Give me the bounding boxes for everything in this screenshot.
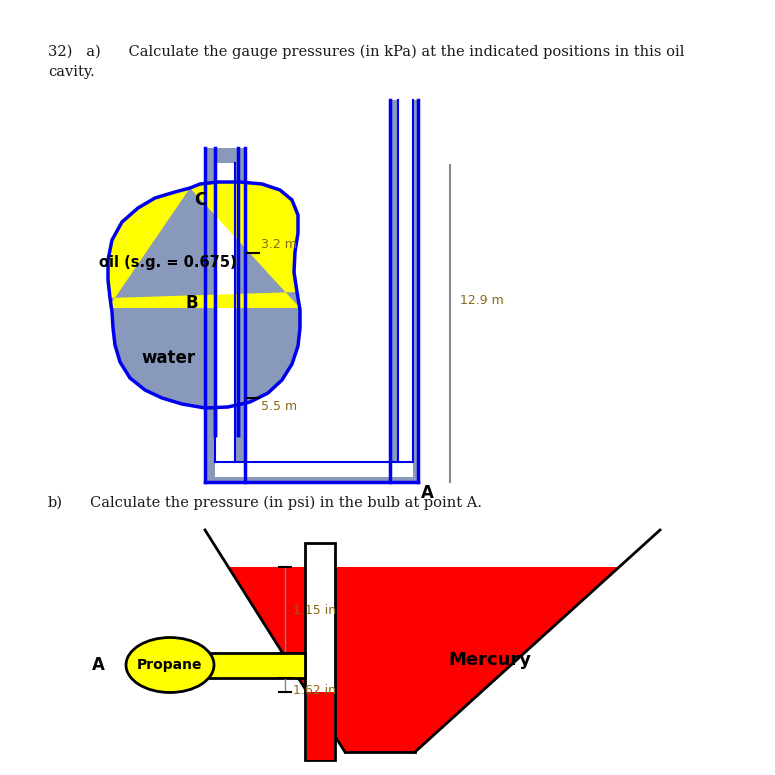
Text: Calculate the pressure (in psi) in the bulb at point A.: Calculate the pressure (in psi) in the b… bbox=[90, 496, 482, 511]
Bar bbox=[307, 692, 334, 760]
Bar bbox=[398, 100, 413, 462]
Bar bbox=[215, 462, 413, 477]
Text: C: C bbox=[194, 191, 206, 209]
Text: cavity.: cavity. bbox=[48, 65, 95, 79]
Text: b): b) bbox=[48, 496, 63, 510]
Text: A: A bbox=[92, 656, 105, 674]
Text: 12.9 m: 12.9 m bbox=[460, 294, 504, 306]
Text: 1.15 in: 1.15 in bbox=[293, 604, 336, 616]
Bar bbox=[205, 462, 418, 482]
Bar bbox=[215, 407, 238, 435]
Polygon shape bbox=[229, 567, 619, 752]
Bar bbox=[210, 653, 305, 678]
Text: oil (s.g. = 0.675): oil (s.g. = 0.675) bbox=[99, 254, 237, 270]
Polygon shape bbox=[108, 182, 300, 308]
Text: 5.5 m: 5.5 m bbox=[261, 400, 297, 413]
Text: 32)   a)      Calculate the gauge pressures (in kPa) at the indicated positions : 32) a) Calculate the gauge pressures (in… bbox=[48, 45, 684, 60]
Bar bbox=[390, 100, 418, 462]
Text: 3.2 m: 3.2 m bbox=[261, 238, 297, 251]
Text: A: A bbox=[421, 484, 434, 502]
Text: Mercury: Mercury bbox=[449, 651, 532, 669]
Bar bbox=[215, 435, 238, 470]
Text: B: B bbox=[186, 294, 198, 312]
Text: Propane: Propane bbox=[137, 658, 203, 672]
Ellipse shape bbox=[126, 638, 214, 693]
Bar bbox=[205, 148, 245, 462]
Text: 1.62 in: 1.62 in bbox=[293, 684, 336, 697]
Bar bbox=[215, 163, 235, 462]
Bar bbox=[305, 543, 335, 760]
Text: water: water bbox=[141, 349, 195, 367]
Polygon shape bbox=[108, 182, 300, 408]
